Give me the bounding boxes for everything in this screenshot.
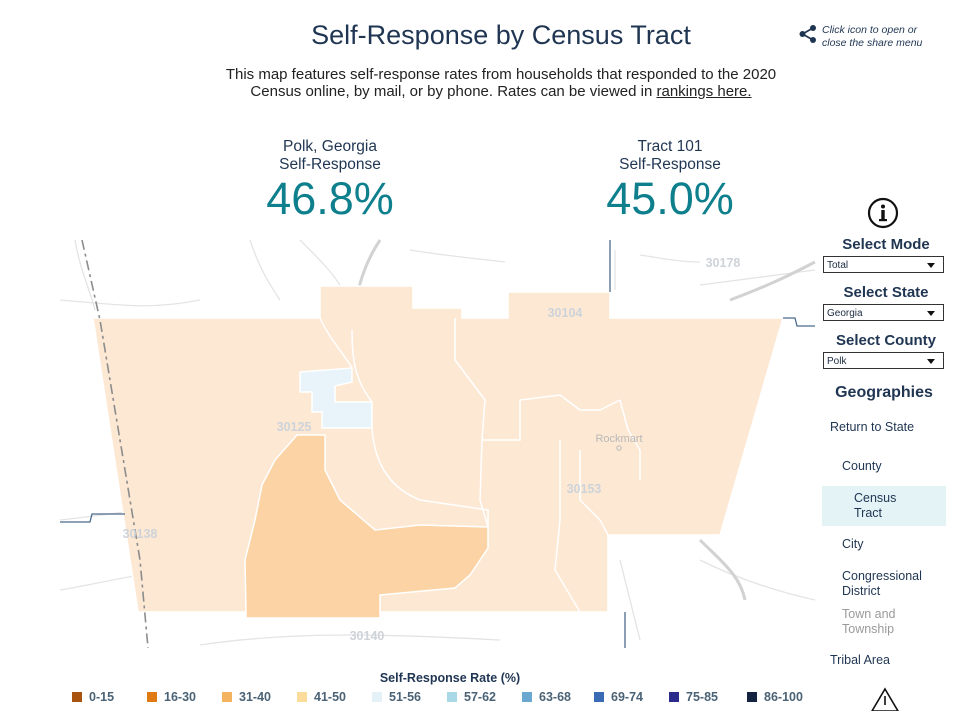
legend-swatch — [297, 692, 307, 702]
tract-stat-label: Self-Response — [619, 156, 721, 173]
geo-county[interactable]: County — [842, 459, 882, 473]
select-state-value: Georgia — [827, 308, 863, 319]
background-roads — [59, 239, 816, 646]
county-stat-value: 46.8% — [266, 173, 394, 224]
geographies-title: Geographies — [835, 384, 933, 401]
legend-item: 41-50 — [297, 690, 346, 704]
legend-title: Self-Response Rate (%) — [379, 671, 521, 685]
select-mode-title: Select Mode — [842, 236, 930, 253]
geo-return-to-state[interactable]: Return to State — [830, 420, 915, 434]
legend-item: 57-62 — [447, 690, 496, 704]
geo-congressional-district[interactable]: Congressional District — [842, 569, 922, 598]
legend-item: 63-68 — [522, 690, 571, 704]
share-control[interactable]: Click icon to open or close the share me… — [798, 24, 942, 50]
tract-stat-value: 45.0% — [606, 173, 734, 224]
legend-swatch — [669, 692, 679, 702]
census-tract-map[interactable]: 30178 30104 30125 30153 30138 30140 Rock… — [0, 238, 820, 648]
zip-label-30153: 30153 — [567, 482, 602, 496]
chevron-down-icon — [927, 359, 935, 364]
chevron-down-icon — [927, 263, 935, 268]
legend-swatch — [747, 692, 757, 702]
zip-label-30140: 30140 — [350, 629, 385, 643]
zip-label-30125: 30125 — [277, 420, 312, 434]
legend-label: 16-30 — [164, 690, 196, 704]
share-icon[interactable] — [798, 24, 818, 44]
county-stat-place: Polk, Georgia — [283, 138, 377, 155]
tract-borders — [319, 317, 641, 613]
legend-item: 86-100 — [747, 690, 803, 704]
geo-city[interactable]: City — [842, 537, 864, 551]
tract-south-central[interactable] — [244, 434, 489, 619]
geo-town-and-township[interactable]: Town and Township — [842, 607, 896, 636]
subtitle-line-1: This map features self-response rates fr… — [225, 66, 777, 83]
legend-swatch — [522, 692, 532, 702]
legend-label: 69-74 — [611, 690, 643, 704]
page-title: Self-Response by Census Tract — [311, 20, 691, 50]
legend-label: 41-50 — [314, 690, 346, 704]
town-marker — [616, 445, 622, 451]
zip-label-30178: 30178 — [706, 256, 741, 270]
legend-swatch — [72, 692, 82, 702]
legend-item: 31-40 — [222, 690, 271, 704]
select-county-value: Polk — [827, 356, 847, 367]
select-mode-value: Total — [827, 260, 849, 271]
geo-census-tract-label: Census Tract — [854, 491, 897, 520]
county-stat-label: Self-Response — [279, 156, 381, 173]
legend-label: 57-62 — [464, 690, 496, 704]
legend-item: 16-30 — [147, 690, 196, 704]
page-subtitle: This map features self-response rates fr… — [180, 66, 822, 100]
state-boundary — [60, 240, 815, 648]
zip-label-30138: 30138 — [123, 527, 158, 541]
select-state-title: Select State — [843, 284, 929, 301]
legend-label: 0-15 — [89, 690, 115, 704]
legend-swatch — [222, 692, 232, 702]
select-mode-dropdown[interactable]: Total — [823, 256, 944, 273]
legend-label: 51-56 — [389, 690, 421, 704]
county-line-dashed — [81, 239, 149, 648]
chevron-down-icon — [927, 311, 935, 316]
select-county-title: Select County — [835, 332, 937, 349]
select-state-dropdown[interactable]: Georgia — [823, 304, 944, 321]
legend-swatch — [447, 692, 457, 702]
tract-stat-place: Tract 101 — [637, 138, 703, 155]
legend-swatch — [372, 692, 382, 702]
tract-stat: Tract 101 Self-Response 45.0% — [560, 138, 780, 223]
zip-label-30104: 30104 — [548, 306, 583, 320]
legend-swatch — [147, 692, 157, 702]
info-icon[interactable] — [867, 197, 899, 229]
town-label-rockmart: Rockmart — [595, 433, 642, 445]
share-hint: Click icon to open or close the share me… — [822, 24, 923, 49]
legend-item: 51-56 — [372, 690, 421, 704]
legend-item: 75-85 — [669, 690, 718, 704]
legend-label: 75-85 — [686, 690, 718, 704]
legend-label: 31-40 — [239, 690, 271, 704]
select-county-dropdown[interactable]: Polk — [823, 352, 944, 369]
legend-label: 63-68 — [539, 690, 571, 704]
warning-icon[interactable] — [870, 687, 900, 711]
geo-census-tract[interactable]: Census Tract — [822, 486, 946, 526]
county-stat: Polk, Georgia Self-Response 46.8% — [220, 138, 440, 223]
subtitle-line-2: Census online, by mail, or by phone. Rat… — [250, 83, 653, 100]
legend-item: 69-74 — [594, 690, 643, 704]
legend-label: 86-100 — [764, 690, 803, 704]
legend-item: 0-15 — [72, 690, 114, 704]
rankings-link[interactable]: rankings here. — [656, 83, 752, 100]
legend-swatch — [594, 692, 604, 702]
geo-tribal-area[interactable]: Tribal Area — [830, 653, 890, 667]
